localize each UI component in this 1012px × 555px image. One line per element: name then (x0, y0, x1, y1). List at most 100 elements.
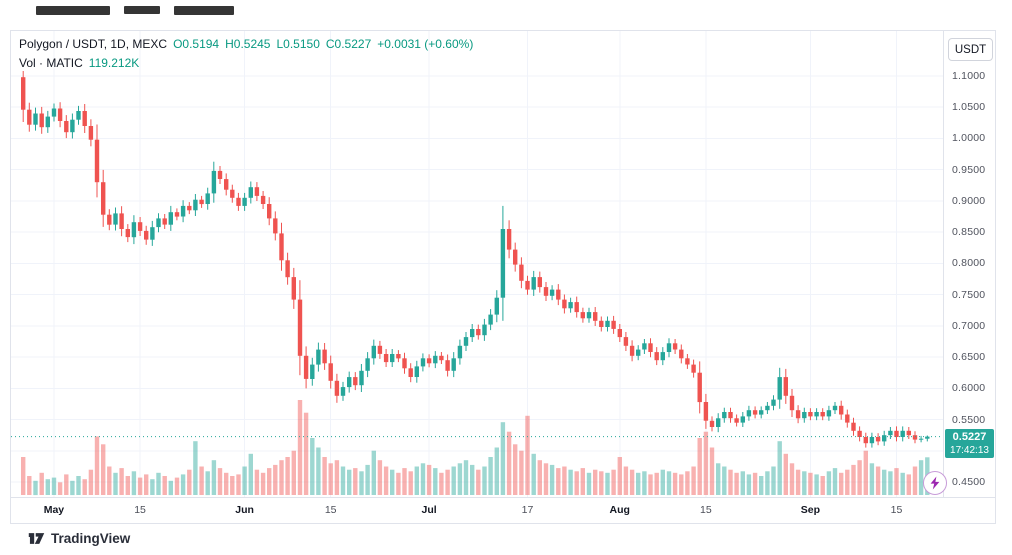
volume-bar (365, 464, 370, 495)
price-tick-label: 0.9500 (952, 163, 986, 176)
volume-bar (765, 471, 770, 496)
volume-bar (94, 436, 100, 495)
volume-bar (636, 472, 641, 495)
volume-bars (21, 400, 930, 496)
candle (242, 192, 247, 211)
volume-bar (519, 450, 524, 495)
candle (894, 426, 899, 442)
volume-bar (906, 474, 911, 495)
price-tick-label: 0.4500 (952, 476, 986, 488)
candle (513, 242, 518, 272)
candle (187, 202, 192, 215)
volume-bar (150, 479, 155, 495)
quick-trade-button[interactable] (923, 471, 947, 495)
candle (433, 351, 438, 369)
candle (691, 359, 696, 378)
price-axis[interactable]: 0.5227 17:42:13 1.1000 1.0500 1.0000 0.9500… (943, 31, 995, 497)
volume-bar (199, 466, 204, 495)
candle (568, 297, 573, 313)
volume-bar (156, 472, 161, 495)
volume-bar (703, 431, 709, 495)
time-tick-label: Jun (235, 504, 254, 516)
candle (236, 192, 241, 211)
candlestick-chart[interactable] (11, 31, 943, 497)
candle (851, 417, 856, 436)
volume-bar (402, 468, 407, 495)
volume-bar (562, 466, 567, 495)
candle (377, 340, 383, 359)
candle (875, 433, 881, 446)
candle (414, 360, 419, 383)
volume-bar (869, 463, 875, 495)
candle (316, 342, 321, 372)
candle (248, 181, 253, 204)
time-axis[interactable]: May 15 Jun 15 Jul 17 Aug 15 Sep 15 (11, 497, 995, 523)
price-tick-label: 1.0500 (952, 101, 986, 114)
candle (254, 182, 260, 201)
candle (900, 426, 905, 442)
candle (470, 324, 475, 342)
candle (789, 389, 795, 417)
candle (45, 110, 50, 133)
candle (70, 113, 75, 139)
candle (426, 354, 432, 368)
candle (494, 290, 499, 323)
candle (593, 307, 598, 326)
candle (918, 435, 924, 443)
candle (371, 339, 376, 365)
volume-bar (414, 466, 419, 495)
volume-bar (285, 457, 290, 495)
volume-bar (396, 472, 401, 495)
volume-bar (383, 466, 389, 495)
volume-bar (390, 469, 395, 495)
volume-bar (316, 447, 321, 495)
candle (746, 405, 752, 421)
chart-pane[interactable]: Polygon / USDT, 1D, MEXC O0.5194 H0.5245 L0… (11, 31, 943, 497)
candle (297, 280, 303, 376)
currency-toggle-button[interactable]: USDT (948, 38, 993, 61)
grid-vertical (53, 31, 897, 497)
current-price-badge[interactable]: 0.5227 17:42:13 (945, 428, 994, 458)
volume-bar (845, 469, 850, 495)
candle (537, 271, 542, 293)
volume-bar (617, 457, 622, 495)
volume-indicator-label[interactable]: Vol · MATIC (19, 56, 83, 70)
candle (267, 197, 272, 226)
candle (685, 354, 690, 369)
candle (556, 284, 561, 306)
time-tick-label: 15 (700, 504, 712, 516)
volume-bar (267, 468, 272, 495)
time-tick-label: Jul (421, 504, 437, 516)
candle (88, 119, 94, 147)
volume-bar (814, 474, 819, 495)
price-tick-label: 0.5500 (952, 413, 986, 426)
candle (150, 220, 155, 246)
volume-bar (476, 469, 481, 495)
volume-bar (70, 480, 75, 496)
candle (205, 187, 210, 210)
volume-bar (685, 471, 690, 496)
candle (365, 352, 370, 378)
candle (310, 357, 315, 386)
volume-bar (371, 450, 376, 495)
volume-bar (39, 472, 44, 495)
price-tick-label: 0.7000 (952, 319, 986, 332)
candle (168, 205, 173, 231)
volume-bar (537, 460, 542, 495)
volume-bar (297, 400, 303, 495)
symbol-title[interactable]: Polygon / USDT, 1D, MEXC (19, 37, 168, 51)
candle (703, 393, 709, 429)
volume-bar (463, 460, 469, 495)
price-tick-label: 0.6000 (952, 382, 986, 395)
candle (525, 275, 530, 295)
time-tick-label: Aug (609, 504, 630, 516)
volume-bar (174, 477, 180, 495)
volume-bar (193, 441, 198, 495)
candle (125, 224, 130, 243)
volume-bar (433, 468, 438, 495)
candle (156, 213, 161, 233)
tradingview-attribution[interactable]: TradingView (28, 531, 130, 546)
volume-bar (51, 477, 57, 495)
lightning-icon (930, 476, 940, 490)
volume-bar (303, 412, 309, 495)
